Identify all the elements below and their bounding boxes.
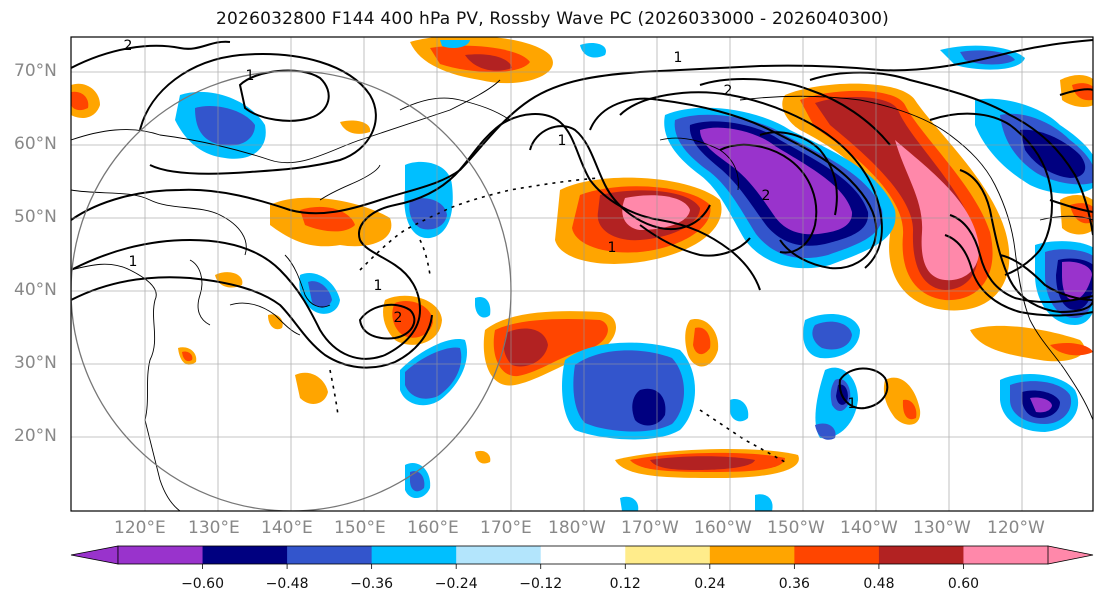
lon-label: 130°W bbox=[913, 518, 971, 538]
colorbar-swatch bbox=[118, 546, 204, 564]
colorbar-extend-min bbox=[70, 545, 119, 565]
colorbar-tick-label: −0.48 bbox=[265, 576, 309, 592]
colorbar-tick-label: 0.48 bbox=[863, 576, 895, 592]
colorbar-tick-label: 0.24 bbox=[694, 576, 726, 592]
contour-label: 1 bbox=[674, 50, 683, 66]
colorbar bbox=[70, 545, 1094, 569]
lon-label: 150°E bbox=[334, 518, 386, 538]
lon-label: 150°W bbox=[767, 518, 825, 538]
lat-label: 70°N bbox=[14, 61, 57, 81]
contour-label: 1 bbox=[608, 240, 617, 256]
coastlines bbox=[71, 79, 1093, 511]
lon-label: 160°W bbox=[694, 518, 752, 538]
lon-label: 140°W bbox=[840, 518, 898, 538]
lat-label: 40°N bbox=[14, 280, 57, 300]
colorbar-tick-label: −0.60 bbox=[181, 576, 224, 592]
contour-label: 1 bbox=[129, 254, 138, 270]
gridlines bbox=[71, 37, 1093, 511]
colorbar-tick-label: 0.60 bbox=[947, 576, 980, 592]
contour-label: 2 bbox=[724, 83, 733, 99]
contour-label: 1 bbox=[246, 68, 255, 84]
contour-label-group: 2 1 1 1 1 2 2 1 1 2 1 bbox=[124, 38, 857, 412]
colorbar-tick-label: −0.12 bbox=[519, 576, 563, 592]
contour-label: 1 bbox=[558, 133, 567, 149]
lat-label: 20°N bbox=[14, 426, 57, 446]
contour-label: 2 bbox=[762, 188, 771, 204]
colorbar-swatch bbox=[794, 546, 880, 564]
colorbar-swatch bbox=[540, 546, 626, 564]
island-dots bbox=[329, 177, 786, 463]
colorbar-swatch bbox=[456, 546, 542, 564]
lat-label: 60°N bbox=[14, 134, 57, 154]
lat-label: 30°N bbox=[14, 353, 57, 373]
lon-label: 160°E bbox=[407, 518, 459, 538]
colorbar-tick-label: 0.36 bbox=[778, 576, 810, 592]
negative-pv-anomaly bbox=[175, 40, 1093, 511]
lon-label: 170°E bbox=[480, 518, 532, 538]
contour-label: 2 bbox=[124, 38, 133, 54]
contour-label: 1 bbox=[848, 396, 857, 412]
range-circle bbox=[71, 70, 512, 511]
colorbar-swatch bbox=[963, 546, 1049, 564]
contour-label: 2 bbox=[394, 310, 403, 326]
lat-label: 50°N bbox=[14, 207, 57, 227]
colorbar-tick-label: −0.24 bbox=[434, 576, 478, 592]
colorbar-swatch bbox=[625, 546, 711, 564]
lon-label: 120°W bbox=[987, 518, 1045, 538]
lon-label: 180°W bbox=[548, 518, 606, 538]
contour-label: 1 bbox=[374, 278, 383, 294]
map-frame bbox=[70, 36, 1094, 512]
lon-label: 140°E bbox=[261, 518, 313, 538]
pv-field: 2 1 1 1 1 2 2 1 1 2 1 bbox=[71, 37, 1093, 511]
colorbar-swatch bbox=[202, 546, 288, 564]
colorbar-tick-label: −0.36 bbox=[350, 576, 394, 592]
colorbar-swatch bbox=[709, 546, 795, 564]
colorbar-frame bbox=[117, 545, 1049, 565]
colorbar-tick-label: 0.12 bbox=[609, 576, 641, 592]
colorbar-swatch bbox=[287, 546, 373, 564]
colorbar-swatch bbox=[878, 546, 964, 564]
lon-label: 130°E bbox=[188, 518, 240, 538]
lon-label: 120°E bbox=[114, 518, 166, 538]
map-title: 2026032800 F144 400 hPa PV, Rossby Wave … bbox=[216, 9, 889, 29]
colorbar-extend-max bbox=[1047, 545, 1094, 565]
colorbar-swatch bbox=[371, 546, 457, 564]
lon-label: 170°W bbox=[621, 518, 679, 538]
